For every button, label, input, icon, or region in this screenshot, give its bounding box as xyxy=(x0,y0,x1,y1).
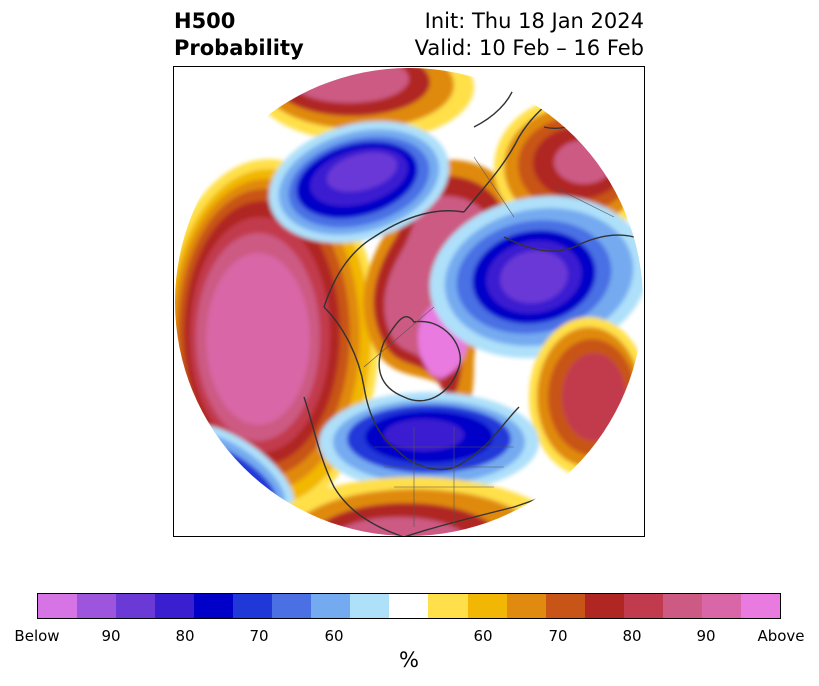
title-init: Init: Thu 18 Jan 2024 xyxy=(424,9,644,33)
title-variable: H500 xyxy=(174,9,236,33)
colorbar-tick-label: 90 xyxy=(696,627,716,645)
title-right: Init: Thu 18 Jan 2024 Valid: 10 Feb – 16… xyxy=(415,8,644,62)
anomaly-above-north-pacific xyxy=(175,159,379,515)
colorbar-segment xyxy=(428,594,468,618)
colorbar-segment xyxy=(389,594,429,618)
colorbar-segment xyxy=(116,594,156,618)
colorbar-segment xyxy=(506,594,546,618)
anomaly-field xyxy=(175,68,643,536)
colorbar-segment xyxy=(194,594,234,618)
colorbar-segment xyxy=(662,594,702,618)
colorbar-tick-label: 60 xyxy=(324,627,344,645)
colorbar-segment xyxy=(38,594,78,618)
colorbar-segment xyxy=(311,594,351,618)
probability-map xyxy=(175,68,643,536)
colorbar-segment xyxy=(350,594,390,618)
colorbar-segment xyxy=(701,594,741,618)
colorbar-tick-label: 70 xyxy=(548,627,568,645)
anomaly-below-central-russia xyxy=(268,121,450,243)
colorbar-tick-labels: Below 90 80 70 60 60 70 80 90 Above xyxy=(0,627,819,647)
colorbar-segment xyxy=(272,594,312,618)
colorbar-tick-label: 70 xyxy=(249,627,269,645)
map-panel xyxy=(173,66,645,537)
title-valid: Valid: 10 Feb – 16 Feb xyxy=(414,36,644,60)
colorbar-segment xyxy=(155,594,195,618)
colorbar-segment xyxy=(77,594,117,618)
colorbar-segment xyxy=(623,594,663,618)
colorbar-tick-label: 80 xyxy=(622,627,642,645)
colorbar-tick-label: 90 xyxy=(101,627,121,645)
colorbar-unit-label: % xyxy=(399,648,419,672)
colorbar-segment xyxy=(740,594,780,618)
anomaly-above-far-east xyxy=(529,317,643,477)
colorbar-segment xyxy=(467,594,507,618)
title-product: Probability xyxy=(174,36,304,60)
colorbar xyxy=(37,593,781,619)
title-left: H500 Probability xyxy=(174,8,304,62)
colorbar-tick-label: 60 xyxy=(473,627,493,645)
colorbar-segment xyxy=(584,594,624,618)
colorbar-tick-label: 80 xyxy=(175,627,195,645)
colorbar-segment xyxy=(233,594,273,618)
colorbar-tick-label: Below xyxy=(14,627,60,645)
anomaly-below-eastern-us xyxy=(319,392,539,492)
anomaly-above-north-europe xyxy=(254,68,474,142)
colorbar-tick-label: Above xyxy=(757,627,805,645)
colorbar-segment xyxy=(545,594,585,618)
